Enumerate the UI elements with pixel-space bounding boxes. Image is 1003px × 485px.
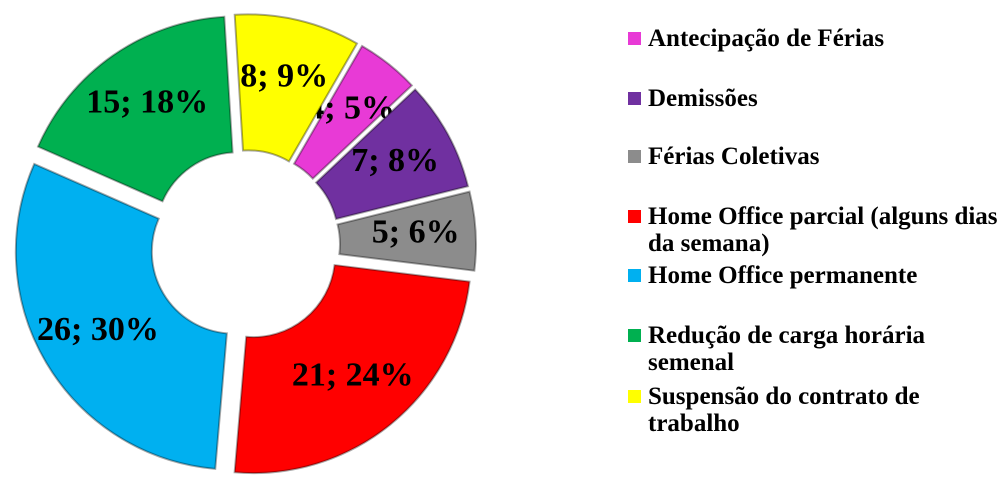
legend-label: Antecipação de Férias <box>648 25 885 52</box>
data-label: 7; 8% <box>351 142 439 179</box>
legend-label: Férias Coletivas <box>648 143 820 170</box>
slice <box>336 190 477 272</box>
legend-label: Suspensão do contrato de trabalho <box>648 383 920 437</box>
legend-item: Antecipação de Férias <box>628 25 1003 52</box>
data-label: 8; 9% <box>240 57 328 94</box>
data-label: 21; 24% <box>292 357 414 394</box>
legend-item: Redução de carga horária semenal <box>628 322 1003 376</box>
legend-item: Home Office permanente <box>628 262 1003 289</box>
legend-item: Férias Coletivas <box>628 143 1003 170</box>
data-label: 26; 30% <box>37 311 159 348</box>
legend-label: Demissões <box>648 85 758 112</box>
legend-swatch <box>628 150 641 163</box>
slice <box>14 162 228 470</box>
legend-label: Redução de carga horária semenal <box>648 322 926 376</box>
plot: 4; 5%7; 8%5; 6%21; 24%26; 30%15; 18%8; 9… <box>14 13 477 475</box>
legend-swatch <box>628 329 641 342</box>
legend-item: Home Office parcial (alguns dias da sema… <box>628 203 1003 257</box>
legend-label: Home Office permanente <box>648 262 918 289</box>
legend-swatch <box>628 390 641 403</box>
legend-label: Home Office parcial (alguns dias da sema… <box>648 203 998 257</box>
legend-swatch <box>628 210 641 223</box>
legend-swatch <box>628 92 641 105</box>
slice <box>292 44 414 181</box>
slice <box>314 87 470 221</box>
legend-swatch <box>628 32 641 45</box>
slice <box>36 15 234 203</box>
legend-item: Suspensão do contrato de trabalho <box>628 383 1003 437</box>
data-label: 15; 18% <box>86 84 208 121</box>
legend-item: Demissões <box>628 85 1003 112</box>
slice <box>233 263 471 475</box>
slice <box>233 13 359 163</box>
data-label: 5; 6% <box>372 213 460 250</box>
legend-swatch <box>628 269 641 282</box>
